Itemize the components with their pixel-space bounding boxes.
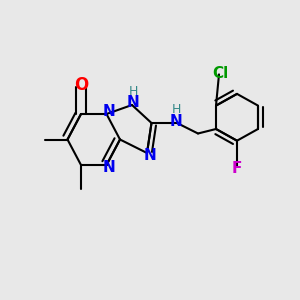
Text: Cl: Cl <box>212 66 229 81</box>
Text: F: F <box>232 161 242 176</box>
Text: H: H <box>172 103 181 116</box>
Text: N: N <box>170 114 183 129</box>
Text: H: H <box>129 85 138 98</box>
Text: N: N <box>103 160 115 175</box>
Text: N: N <box>127 95 140 110</box>
Text: N: N <box>103 103 115 118</box>
Text: N: N <box>144 148 156 163</box>
Text: O: O <box>74 76 88 94</box>
